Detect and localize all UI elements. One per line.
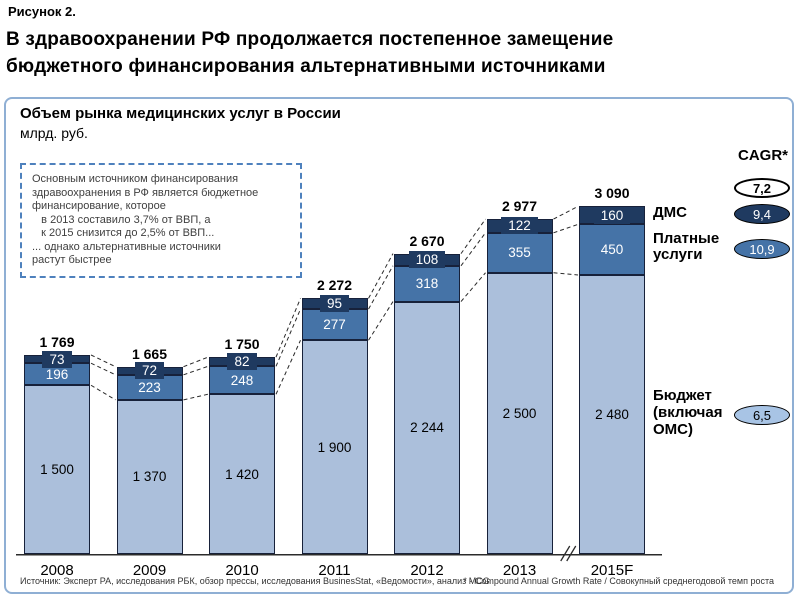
bar-value-budget: 2 244 — [410, 420, 444, 436]
bar-segment-paid-services — [394, 265, 460, 302]
bar-total-label: 3 090 — [594, 185, 630, 202]
annotation-box: Основным источником финансирования здрав… — [20, 163, 302, 278]
bar-segment-budget — [301, 340, 368, 554]
bar-value-dms-badge: 95 — [319, 295, 350, 313]
chart-title: Объем рынка медицинских услуг в России — [20, 105, 341, 122]
bar-value-dms-badge: 72 — [134, 362, 165, 380]
bar-value-dms: 72 — [117, 362, 183, 380]
bar-value-budget: 1 500 — [40, 462, 74, 478]
bar-value-dms: 82 — [209, 353, 275, 371]
x-axis-category-label: 2008 — [40, 562, 74, 579]
bar-value-dms: 160 — [579, 206, 645, 224]
x-axis-category-label: 2010 — [225, 562, 259, 579]
x-axis-category-label: 2015F — [590, 562, 634, 579]
cagr-badge-budget: 6,5 — [734, 405, 790, 425]
bar-total-label: 1 665 — [131, 345, 168, 362]
page-title: В здравоохранении РФ продолжается постеп… — [6, 29, 614, 77]
chart-panel: Объем рынка медицинских услуг в России м… — [4, 97, 794, 594]
bar-value-budget: 2 500 — [502, 405, 537, 421]
bar-total-label: 2 977 — [501, 198, 538, 215]
bar-segment-budget — [394, 301, 460, 554]
bar-chart-plot: 1 500 196 73 1 769 2008 1 370 223 72 1 665 2009 1 … — [6, 99, 796, 596]
bar-value-dms-badge: 108 — [408, 251, 446, 269]
bar-segment-budget — [24, 385, 90, 554]
source-footnote: Источник: Эксперт РА, исследования РБК, … — [20, 576, 490, 586]
bar-total-label: 1 750 — [224, 336, 260, 353]
x-axis-category-label: 2009 — [132, 562, 167, 579]
bar-value-dms-badge: 73 — [42, 350, 72, 368]
bar-segment-paid-services — [579, 224, 645, 275]
cagr-badge-paid-services: 10,9 — [734, 239, 790, 259]
bar-segment-paid-services — [486, 232, 553, 273]
x-axis-category-label: 2013 — [502, 562, 537, 579]
bar-value-budget: 1 420 — [225, 466, 259, 482]
x-axis-category-label: 2011 — [318, 562, 351, 579]
chart-unit-label: млрд. руб. — [20, 125, 88, 141]
bar-segment-budget — [116, 399, 183, 554]
bar-segment-paid-services — [301, 309, 368, 341]
bar-total-label: 2 670 — [409, 232, 445, 249]
bar-value-dms: 108 — [394, 251, 460, 269]
bar-value-dms: 73 — [24, 350, 90, 368]
bar-value-budget: 2 480 — [595, 407, 629, 422]
legend-label-dms: ДМС — [653, 204, 688, 221]
bar-value-paid-services: 355 — [508, 245, 531, 261]
cagr-footnote: * - Compound Annual Growth Rate / Совоку… — [463, 576, 774, 586]
bar-value-paid-services: 450 — [600, 242, 624, 258]
bar-segment-budget — [209, 394, 275, 554]
bar-value-dms-badge: 122 — [501, 217, 538, 235]
bar-value-dms-badge: 160 — [593, 206, 631, 224]
bar-value-paid-services: 318 — [415, 276, 439, 292]
cagr-badge-dms: 9,4 — [734, 204, 790, 224]
cagr-badge-total: 7,2 — [734, 178, 790, 198]
bar-value-paid-services: 196 — [45, 366, 69, 382]
bar-total-label: 2 272 — [316, 277, 353, 294]
bar-segment-budget — [579, 275, 645, 554]
bar-total-label: 1 769 — [39, 333, 75, 350]
bar-value-paid-services: 277 — [323, 317, 346, 333]
bar-value-dms-badge: 82 — [227, 353, 257, 371]
bar-value-dms: 122 — [487, 217, 553, 235]
legend-label-budget: Бюджет (включая ОМС) — [653, 387, 723, 438]
x-axis-category-label: 2012 — [410, 562, 444, 579]
legend-label-paid-services: Платные услуги — [653, 230, 720, 263]
bar-value-budget: 1 370 — [132, 469, 167, 485]
cagr-column-header: CAGR* — [737, 147, 788, 164]
bar-value-paid-services: 223 — [138, 379, 161, 395]
bar-value-paid-services: 248 — [230, 372, 254, 388]
bar-value-dms: 95 — [302, 295, 368, 313]
figure-label: Рисунок 2. — [8, 4, 76, 19]
bar-segment-budget — [486, 272, 553, 554]
bar-value-budget: 1 900 — [317, 439, 352, 455]
